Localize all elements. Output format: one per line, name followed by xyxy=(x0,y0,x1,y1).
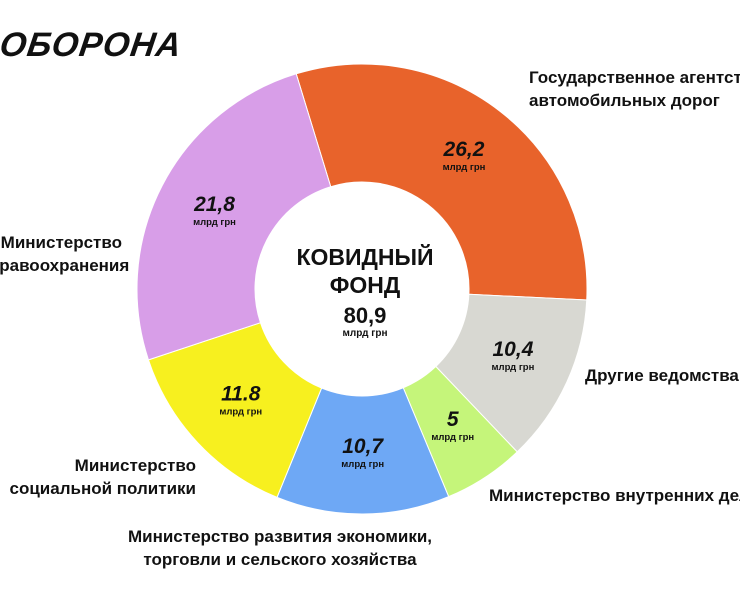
slice-value-road-agency: 26,2 xyxy=(443,138,485,161)
slice-economy-ministry xyxy=(276,387,450,515)
slice-unit-social-ministry: млрд грн xyxy=(219,406,262,417)
slice-health-ministry xyxy=(136,73,332,361)
slice-road-agency xyxy=(295,63,588,301)
legend-label-road-agency: Государственное агентство автомобильных … xyxy=(529,68,740,110)
slice-unit-interior-ministry: млрд грн xyxy=(431,432,474,443)
slice-unit-economy-ministry: млрд грн xyxy=(341,459,384,470)
legend-label-health-ministry: Министерство здравоохранения xyxy=(0,233,130,275)
slice-unit-other-agencies: млрд грн xyxy=(492,362,535,373)
legend-label-social-ministry: Министерство социальной политики xyxy=(9,456,197,498)
legend-label-interior-ministry: Министерство внутренних дел xyxy=(489,486,740,505)
slice-social-ministry xyxy=(147,322,323,498)
legend-label-economy-ministry: Министерство развития экономики, торговл… xyxy=(127,527,433,569)
slice-value-economy-ministry: 10,7 xyxy=(342,435,384,458)
chart-total-unit: млрд грн xyxy=(342,328,388,339)
slice-unit-health-ministry: млрд грн xyxy=(193,217,236,228)
slice-value-social-ministry: 11.8 xyxy=(221,382,261,405)
legend-label-other-agencies: Другие ведомства xyxy=(585,366,739,385)
slice-unit-road-agency: млрд грн xyxy=(443,162,486,173)
chart-total: 80,9 xyxy=(343,303,387,328)
slice-value-interior-ministry: 5 xyxy=(447,408,459,431)
slice-value-health-ministry: 21,8 xyxy=(193,193,235,216)
slice-value-other-agencies: 10,4 xyxy=(493,338,534,361)
chart-title: КОВИДНЫЙ ФОНД xyxy=(296,244,434,298)
